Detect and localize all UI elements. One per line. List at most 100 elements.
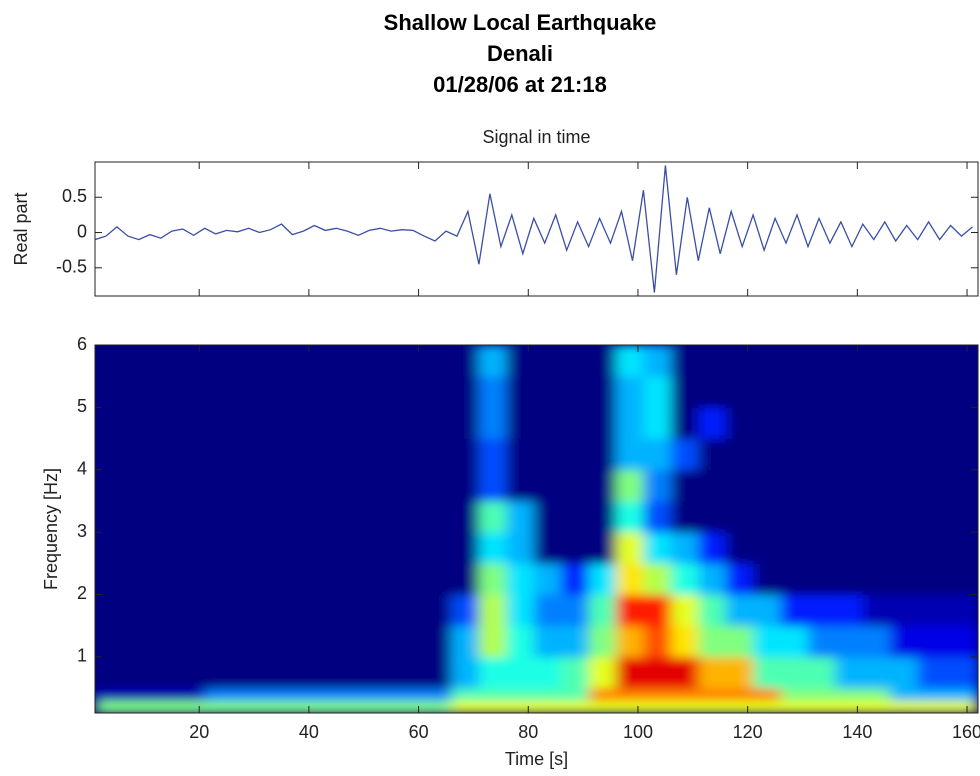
heatmap-cell	[561, 625, 590, 658]
heatmap-cell	[698, 407, 727, 440]
heatmap-cell	[533, 688, 562, 702]
heatmap-cell	[259, 407, 288, 440]
heatmap-cell	[725, 500, 754, 533]
heatmap-cell	[451, 532, 480, 564]
heatmap-cell	[561, 438, 590, 471]
heatmap-cell	[122, 700, 151, 713]
heatmap-cell	[286, 345, 315, 377]
heatmap-cell	[396, 500, 425, 533]
heatmap-cell	[286, 438, 315, 471]
heatmap-cell	[616, 376, 644, 408]
figure-title: 01/28/06 at 21:18	[433, 72, 607, 97]
heatmap-cell	[341, 438, 370, 471]
heatmap-cell	[259, 438, 288, 471]
heatmap-cell	[451, 438, 480, 471]
heatmap-cell	[945, 563, 978, 595]
y-tick-label: 4	[77, 458, 87, 478]
heatmap-cell	[259, 688, 288, 702]
heatmap-cell	[177, 376, 206, 408]
heatmap-cell	[369, 563, 398, 595]
heatmap-cell	[122, 688, 151, 702]
heatmap-cell	[177, 656, 206, 689]
heatmap-cell	[314, 532, 343, 564]
heatmap-cell	[643, 500, 672, 533]
heatmap-cell	[204, 407, 233, 440]
heatmap-cell	[95, 345, 123, 377]
heatmap-cell	[780, 563, 809, 595]
heatmap-cell	[616, 700, 644, 713]
heatmap-cell	[95, 700, 123, 713]
heatmap-cell	[807, 625, 836, 658]
heatmap-cell	[204, 500, 233, 533]
heatmap-cell	[698, 625, 727, 658]
heatmap-cell	[725, 656, 754, 689]
heatmap-cell	[533, 625, 562, 658]
heatmap-cell	[506, 407, 535, 440]
heatmap-cell	[451, 625, 480, 658]
heatmap-cell	[232, 700, 261, 713]
heatmap-cell	[862, 500, 891, 533]
heatmap-cell	[807, 376, 836, 408]
heatmap-cell	[424, 700, 452, 713]
heatmap-cell	[588, 656, 617, 689]
heatmap-cell	[945, 469, 978, 502]
heatmap-cell	[725, 469, 754, 502]
heatmap-cell	[259, 345, 288, 377]
heatmap-cell	[698, 700, 727, 713]
heatmap-cell	[341, 469, 370, 502]
heatmap-cell	[698, 345, 727, 377]
heatmap-cell	[753, 656, 782, 689]
heatmap-cell	[890, 700, 919, 713]
heatmap-cell	[835, 407, 864, 440]
heatmap-cell	[506, 563, 535, 595]
heatmap-cell	[643, 625, 672, 658]
heatmap-cell	[561, 345, 590, 377]
heatmap-cell	[616, 407, 644, 440]
heatmap-cell	[341, 594, 370, 627]
heatmap-cell	[424, 500, 452, 533]
heatmap-cell	[204, 376, 233, 408]
heatmap-cell	[862, 625, 891, 658]
heatmap-cell	[807, 563, 836, 595]
heatmap-cell	[753, 563, 782, 595]
heatmap-cell	[369, 594, 398, 627]
y-tick-label: -0.5	[56, 257, 87, 277]
heatmap-cell	[753, 625, 782, 658]
heatmap-cell	[561, 688, 590, 702]
heatmap-cell	[945, 700, 978, 713]
heatmap-cell	[478, 469, 507, 502]
heatmap-cell	[341, 688, 370, 702]
heatmap-cell	[780, 438, 809, 471]
heatmap-cell	[917, 376, 946, 408]
heatmap-cell	[232, 594, 261, 627]
heatmap-cell	[369, 688, 398, 702]
heatmap-cell	[890, 532, 919, 564]
heatmap-cell	[478, 688, 507, 702]
heatmap-cell	[177, 438, 206, 471]
heatmap-cell	[478, 376, 507, 408]
heatmap-cell	[588, 700, 617, 713]
heatmap-cell	[122, 594, 151, 627]
heatmap-cell	[478, 625, 507, 658]
heatmap-cell	[95, 532, 123, 564]
heatmap-cell	[369, 407, 398, 440]
heatmap-cell	[588, 407, 617, 440]
heatmap-cell	[643, 407, 672, 440]
heatmap-cell	[670, 407, 699, 440]
heatmap-cell	[643, 532, 672, 564]
heatmap-cell	[122, 500, 151, 533]
heatmap-cell	[286, 688, 315, 702]
heatmap-cell	[232, 688, 261, 702]
heatmap-cell	[396, 438, 425, 471]
heatmap-cell	[835, 594, 864, 627]
heatmap-cell	[396, 345, 425, 377]
heatmap-cell	[424, 532, 452, 564]
heatmap-cell	[506, 532, 535, 564]
heatmap-cell	[725, 345, 754, 377]
heatmap-cell	[369, 700, 398, 713]
heatmap-cell	[204, 656, 233, 689]
heatmap-cell	[95, 469, 123, 502]
heatmap-cell	[753, 345, 782, 377]
heatmap-cell	[341, 407, 370, 440]
heatmap-cell	[698, 563, 727, 595]
